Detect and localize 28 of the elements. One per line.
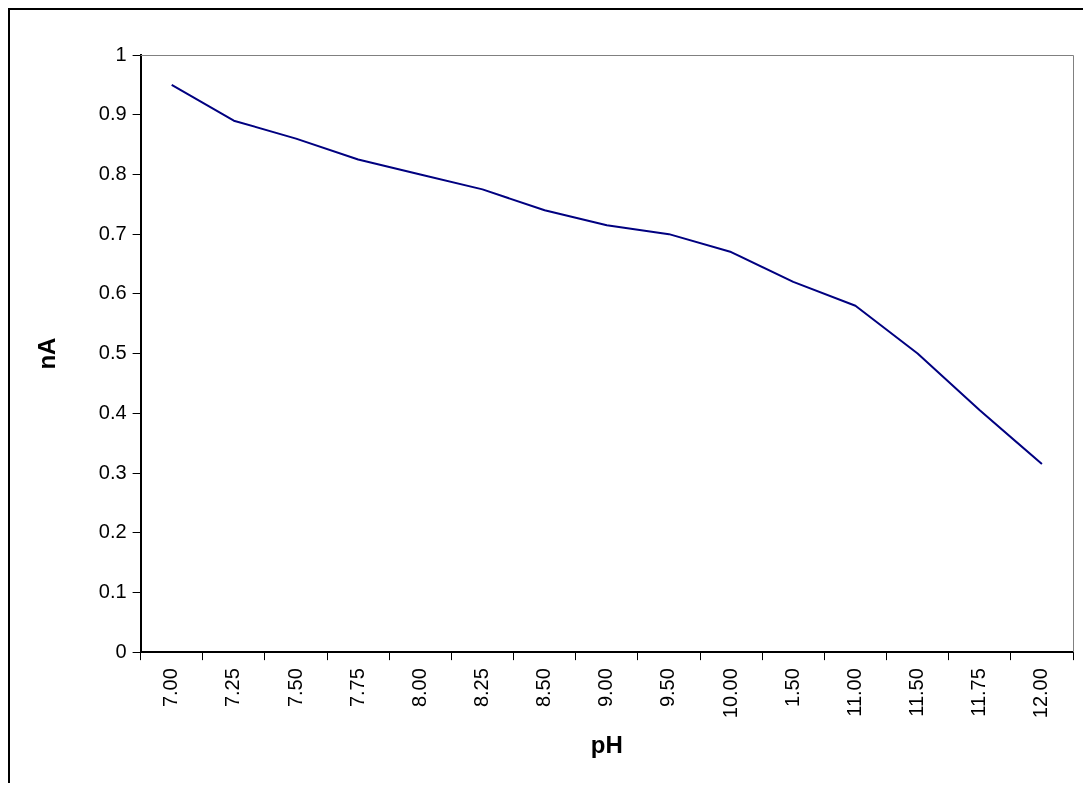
y-tick-label: 0.9	[98, 102, 127, 125]
y-tick-label: 0.5	[98, 341, 127, 364]
x-tick-label: 7.25	[221, 668, 244, 708]
y-tick-label: 0.4	[98, 400, 127, 423]
x-tick-label: 8.00	[407, 668, 430, 708]
x-tick-label: 1.50	[780, 668, 803, 708]
x-tick-label: 7.50	[283, 668, 306, 708]
x-tick-label: 8.25	[470, 668, 492, 708]
x-tick-label: 7.00	[159, 668, 182, 708]
y-tick-label: 0.3	[98, 460, 127, 483]
y-tick-label: 1	[115, 42, 127, 65]
y-tick-label: 0.1	[98, 579, 127, 602]
x-tick-label: 12.00	[1029, 668, 1052, 719]
y-axis-title: nA	[33, 337, 61, 370]
x-tick-label: 7.75	[345, 668, 368, 708]
y-tick-label: 0.7	[98, 221, 127, 244]
x-axis-title: pH	[590, 731, 623, 759]
x-tick-label: 11.00	[842, 668, 865, 717]
x-tick-label: 8.50	[532, 668, 555, 708]
x-tick-label: 9.50	[656, 668, 679, 708]
x-tick-label: 11.50	[905, 668, 928, 717]
y-tick-label: 0.8	[98, 161, 127, 184]
x-tick-label: 10.00	[718, 668, 741, 719]
y-tick-label: 0.6	[98, 281, 127, 304]
x-tick-label: 9.00	[594, 668, 617, 708]
y-tick-label: 0.2	[98, 520, 127, 543]
y-tick-label: 0	[115, 639, 127, 662]
x-tick-label: 11.75	[967, 668, 990, 717]
